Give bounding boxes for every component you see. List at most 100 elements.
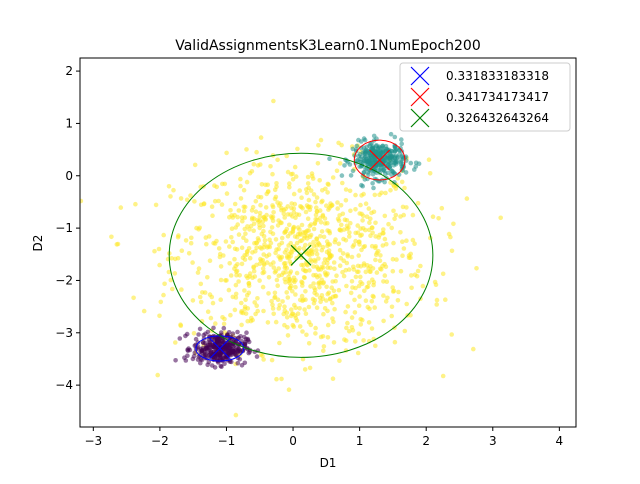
data-point xyxy=(287,286,293,291)
data-point xyxy=(246,246,252,251)
data-point xyxy=(330,175,336,180)
data-point xyxy=(350,285,355,290)
legend-label-1: 0.341734173417 xyxy=(446,90,549,104)
data-point xyxy=(236,346,241,352)
data-point xyxy=(328,296,333,302)
data-point xyxy=(226,349,232,354)
data-point xyxy=(395,176,401,181)
data-point xyxy=(244,179,250,185)
data-point xyxy=(370,160,375,166)
data-point xyxy=(392,339,398,345)
data-point xyxy=(341,227,347,232)
data-point xyxy=(195,270,201,275)
data-point xyxy=(173,358,178,363)
data-point xyxy=(284,226,290,232)
data-point xyxy=(354,143,360,149)
legend-marker-0 xyxy=(410,66,430,86)
data-point xyxy=(367,220,372,225)
data-point xyxy=(238,183,243,189)
data-point xyxy=(365,304,371,310)
data-point xyxy=(291,324,297,329)
data-point xyxy=(178,322,183,328)
data-point xyxy=(268,214,274,219)
data-point xyxy=(226,287,232,293)
data-point xyxy=(244,293,250,298)
data-point xyxy=(245,306,251,311)
data-point xyxy=(131,295,136,301)
data-point xyxy=(377,258,383,264)
data-point xyxy=(114,242,120,247)
data-point xyxy=(176,233,181,238)
data-point xyxy=(327,156,332,161)
data-point xyxy=(299,293,305,299)
data-point xyxy=(227,261,232,266)
data-point xyxy=(251,161,257,167)
data-point xyxy=(234,247,240,252)
data-point xyxy=(233,412,239,418)
data-point xyxy=(311,300,317,306)
data-point xyxy=(331,260,337,265)
data-point xyxy=(361,263,367,268)
data-point xyxy=(266,252,272,257)
data-point xyxy=(373,257,378,263)
data-point xyxy=(175,255,181,261)
data-point xyxy=(358,139,364,144)
data-point xyxy=(365,284,371,289)
data-point xyxy=(206,359,212,365)
data-point xyxy=(296,212,302,218)
data-point xyxy=(202,353,207,358)
data-point xyxy=(271,311,277,317)
data-point xyxy=(345,320,350,326)
data-point xyxy=(310,296,316,302)
data-point xyxy=(198,202,204,208)
data-point xyxy=(306,304,312,310)
data-point xyxy=(359,232,365,238)
data-point xyxy=(279,205,284,211)
data-point xyxy=(158,299,164,305)
data-point xyxy=(290,230,295,235)
data-point xyxy=(233,291,239,297)
data-point xyxy=(370,230,375,235)
data-point xyxy=(300,356,306,362)
data-point xyxy=(227,244,232,249)
data-point xyxy=(250,250,255,255)
data-point xyxy=(316,281,321,286)
data-point xyxy=(238,176,243,182)
data-point xyxy=(372,192,378,198)
data-point xyxy=(298,204,303,209)
data-point xyxy=(323,186,328,192)
data-point xyxy=(207,345,213,350)
data-point xyxy=(389,313,395,319)
data-point xyxy=(317,285,322,290)
data-point xyxy=(287,222,292,228)
data-point xyxy=(210,300,216,306)
data-point xyxy=(355,350,361,356)
data-point xyxy=(218,297,223,303)
data-point xyxy=(288,240,294,246)
data-point xyxy=(385,170,391,176)
data-point xyxy=(243,231,248,236)
data-point xyxy=(361,158,367,164)
data-point xyxy=(190,260,195,265)
data-point xyxy=(376,248,381,254)
data-point xyxy=(223,239,229,244)
data-point xyxy=(321,234,327,240)
data-point xyxy=(157,313,162,319)
legend-marker-1 xyxy=(410,87,430,107)
data-point xyxy=(393,212,399,218)
data-point xyxy=(374,270,380,275)
data-point xyxy=(408,160,414,166)
data-point xyxy=(400,253,405,258)
data-point xyxy=(192,350,198,356)
data-point xyxy=(344,283,349,289)
data-point xyxy=(337,247,343,253)
data-point xyxy=(337,263,343,269)
data-point xyxy=(206,234,212,239)
data-point xyxy=(152,248,157,254)
data-point xyxy=(283,206,288,212)
data-point xyxy=(294,270,300,276)
data-point xyxy=(356,253,362,258)
data-point xyxy=(274,184,279,190)
data-point xyxy=(390,268,396,274)
data-point xyxy=(301,297,306,303)
